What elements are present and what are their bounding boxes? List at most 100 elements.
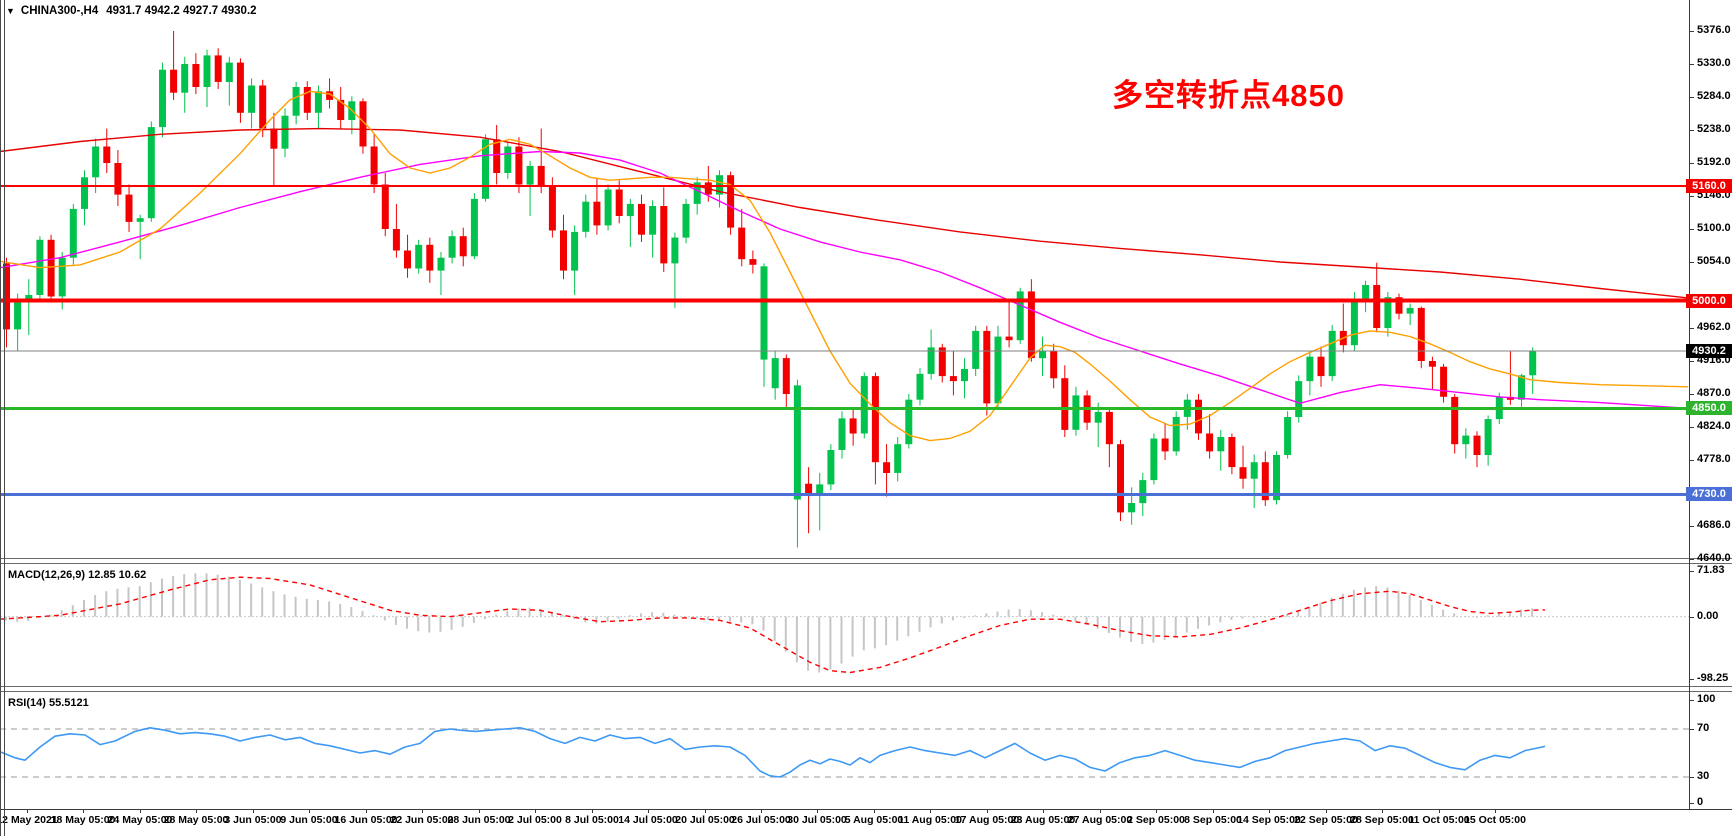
time-tick-mark: [1382, 809, 1383, 813]
axis-tick-mark: [1689, 679, 1694, 680]
time-tick-label: 9 Jun 05:00: [280, 814, 338, 826]
price-tick-label: 5192.0: [1697, 156, 1731, 168]
time-tick-mark: [1156, 809, 1157, 813]
axis-tick-mark: [1689, 559, 1694, 560]
time-tick-label: 2 Sep 05:00: [1127, 814, 1185, 826]
rsi-panel-canvas[interactable]: [0, 693, 1689, 809]
chart-title: ▼ CHINA300-,H4 4931.7 4942.2 4927.7 4930…: [6, 3, 257, 19]
axis-tick-mark: [1689, 262, 1694, 263]
macd-tick-label: 71.83: [1697, 564, 1725, 576]
axis-tick-mark: [1689, 328, 1694, 329]
axis-tick-mark: [1689, 64, 1694, 65]
macd-label: MACD(12,26,9) 12.85 10.62: [8, 569, 147, 581]
axis-tick-mark: [1689, 777, 1694, 778]
axis-tick-mark: [1689, 31, 1694, 32]
price-tick-label: 5376.0: [1697, 24, 1731, 36]
time-tick-mark: [253, 809, 254, 813]
time-tick-label: 5 Aug 05:00: [844, 814, 904, 826]
axis-tick-mark: [1689, 229, 1694, 230]
symbol-label: CHINA300-,H4: [20, 5, 99, 17]
time-tick-mark: [1100, 809, 1101, 813]
time-tick-mark: [987, 809, 988, 813]
time-tick-label: 2 Jul 05:00: [508, 814, 562, 826]
time-tick-label: 26 Jul 05:00: [731, 814, 791, 826]
panel-separator[interactable]: [0, 691, 1732, 692]
time-tick-label: 22 Jun 05:00: [390, 814, 454, 826]
rsi-tick-label: 0: [1697, 796, 1704, 808]
axis-tick-mark: [1689, 729, 1694, 730]
time-tick-mark: [196, 809, 197, 813]
window-left-border: [0, 0, 1, 836]
time-tick-label: 28 Sep 05:00: [1350, 814, 1414, 826]
panel-separator[interactable]: [0, 563, 1732, 564]
rsi-label: RSI(14) 55.5121: [8, 697, 89, 709]
time-tick-mark: [83, 809, 84, 813]
price-level-badge: 5000.0: [1686, 294, 1732, 308]
axis-tick-mark: [1689, 427, 1694, 428]
rsi-tick-label: 30: [1697, 770, 1710, 782]
axis-tick-mark: [1689, 361, 1694, 362]
rsi-tick-label: 70: [1697, 722, 1710, 734]
rsi-tick-label: 100: [1697, 693, 1716, 705]
time-tick-mark: [1043, 809, 1044, 813]
price-tick-label: 5330.0: [1697, 57, 1731, 69]
price-tick-label: 5100.0: [1697, 222, 1731, 234]
time-tick-mark: [1326, 809, 1327, 813]
price-tick-label: 5284.0: [1697, 90, 1731, 102]
axis-tick-mark: [1689, 803, 1694, 804]
price-level-badge: 4850.0: [1686, 401, 1732, 415]
chart-annotation-text: 多空转折点4850: [1112, 78, 1345, 113]
price-tick-label: 4870.0: [1697, 387, 1731, 399]
time-tick-label: 8 Jul 05:00: [565, 814, 619, 826]
time-tick-label: 3 Jun 05:00: [224, 814, 282, 826]
time-tick-mark: [648, 809, 649, 813]
axis-tick-mark: [1689, 526, 1694, 527]
time-tick-label: 14 Sep 05:00: [1237, 814, 1301, 826]
panel-separator[interactable]: [0, 558, 1732, 559]
time-tick-label: 30 Jul 05:00: [787, 814, 847, 826]
time-tick-mark: [592, 809, 593, 813]
axis-tick-mark: [1689, 617, 1694, 618]
macd-panel-canvas[interactable]: [0, 565, 1689, 686]
price-level-badge: 4930.2: [1686, 344, 1732, 358]
time-tick-label: 8 Sep 05:00: [1184, 814, 1242, 826]
price-tick-label: 4640.0: [1697, 552, 1731, 564]
time-tick-label: 14 Jul 05:00: [618, 814, 678, 826]
time-tick-mark: [817, 809, 818, 813]
time-tick-mark: [874, 809, 875, 813]
price-tick-label: 4824.0: [1697, 420, 1731, 432]
time-tick-mark: [1269, 809, 1270, 813]
time-tick-mark: [1439, 809, 1440, 813]
time-tick-label: 15 Oct 05:00: [1464, 814, 1526, 826]
symbol-dropdown-icon[interactable]: ▼: [6, 6, 15, 16]
price-level-badge: 4730.0: [1686, 487, 1732, 501]
axis-tick-mark: [1689, 97, 1694, 98]
time-tick-label: 11 Aug 05:00: [898, 814, 962, 826]
axis-tick-mark: [1689, 700, 1694, 701]
time-tick-label: 11 Oct 05:00: [1408, 814, 1470, 826]
time-tick-mark: [1213, 809, 1214, 813]
time-tick-label: 20 Jul 05:00: [675, 814, 735, 826]
time-tick-label: 28 Jun 05:00: [447, 814, 511, 826]
time-tick-mark: [1495, 809, 1496, 813]
time-tick-mark: [535, 809, 536, 813]
main-chart-canvas[interactable]: [0, 0, 1689, 560]
time-tick-label: 16 Jun 05:00: [334, 814, 398, 826]
ohlc-values: 4931.7 4942.2 4927.7 4930.2: [106, 5, 257, 17]
price-tick-label: 4686.0: [1697, 519, 1731, 531]
time-tick-label: 18 May 05:00: [50, 814, 116, 826]
time-axis-line: [0, 809, 1732, 810]
price-tick-label: 4962.0: [1697, 321, 1731, 333]
time-tick-label: 27 Aug 05:00: [1067, 814, 1133, 826]
time-tick-label: 23 Aug 05:00: [1010, 814, 1076, 826]
time-tick-label: 28 May 05:00: [163, 814, 229, 826]
time-tick-mark: [309, 809, 310, 813]
axis-tick-mark: [1689, 571, 1694, 572]
panel-separator[interactable]: [0, 686, 1732, 687]
price-tick-label: 5238.0: [1697, 123, 1731, 135]
time-tick-mark: [705, 809, 706, 813]
time-tick-mark: [366, 809, 367, 813]
axis-tick-mark: [1689, 394, 1694, 395]
macd-tick-label: 0.00: [1697, 610, 1719, 622]
